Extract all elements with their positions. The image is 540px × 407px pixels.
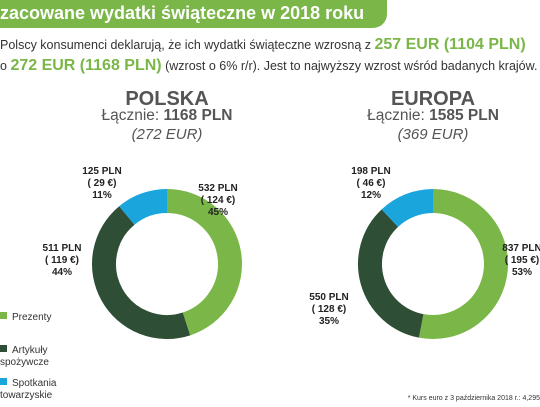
polska-slice-spotkania — [119, 189, 168, 226]
europa-artykuly-percent: 35% — [318, 316, 339, 327]
footnote: * Kurs euro z 3 października 2018 r.: 4,… — [407, 395, 540, 402]
polska-total-eur: (272 EUR) — [131, 126, 203, 143]
europa-donut — [358, 189, 508, 339]
europa-title: EUROPA — [390, 88, 476, 110]
europa-slice-artykuly — [358, 209, 424, 338]
europa-spotkania-eur: ( 46 €) — [356, 178, 386, 189]
polska-label-artykuly: 511 PLN ( 119 €) 44% — [32, 243, 92, 279]
europa-artykuly-pln: 550 PLN — [309, 292, 349, 303]
europa-label-prezenty: 837 PLN ( 195 €) 53% — [492, 243, 540, 279]
europa-slice-spotkania — [381, 189, 434, 228]
title-bar: zacowane wydatki świąteczne w 2018 roku — [0, 0, 387, 28]
europa-total: Łącznie: 1585 PLN — [333, 107, 533, 125]
intro-line-2-highlight: 272 EUR (1168 PLN) — [10, 57, 162, 74]
legend-swatch-artykuly — [0, 345, 7, 352]
polska-prezenty-percent: 45% — [207, 207, 228, 218]
polska-slice-prezenty — [166, 189, 242, 336]
polska-artykuly-eur: ( 119 €) — [45, 255, 79, 266]
polska-prezenty-eur: ( 124 €) — [200, 195, 236, 206]
europa-artykuly-eur: ( 128 €) — [311, 304, 347, 315]
polska-total-label: Łącznie: — [101, 107, 160, 124]
intro-line-1-highlight: 257 EUR (1104 PLN) — [374, 36, 526, 53]
polska-spotkania-percent: 11% — [92, 190, 112, 201]
polska-label-spotkania: 125 PLN ( 29 €) 11% — [72, 166, 132, 202]
europa-prezenty-pln: 837 PLN — [502, 243, 540, 254]
polska-spotkania-pln: 125 PLN — [82, 166, 122, 177]
europa-label-spotkania: 198 PLN ( 46 €) 12% — [341, 166, 401, 202]
intro-line-1: Polscy konsumenci deklarują, że ich wyda… — [0, 36, 526, 54]
europa-total-value: 1585 PLN — [429, 107, 499, 124]
page-title: zacowane wydatki świąteczne w 2018 roku — [0, 3, 365, 23]
polska-prezenty-pln: 532 PLN — [198, 183, 238, 194]
legend-item-spotkania: Spotkania towarzyskie — [0, 378, 78, 402]
europa-prezenty-eur: ( 195 €) — [504, 255, 540, 266]
europa-slice-prezenty — [418, 189, 508, 339]
legend-item-prezenty: Prezenty — [0, 312, 51, 324]
legend-label-prezenty: Prezenty — [12, 312, 52, 323]
legend-label-spotkania: Spotkania towarzyskie — [0, 378, 57, 401]
intro-line-2-prefix: o — [0, 59, 7, 73]
europa-prezenty-percent: 53% — [511, 267, 532, 278]
europa-spotkania-percent: 12% — [360, 190, 381, 201]
europa-total-eur: (369 EUR) — [397, 126, 469, 143]
intro-line-1-text: Polscy konsumenci deklarują, że ich wyda… — [0, 38, 371, 52]
polska-total: Łącznie: 1168 PLN — [67, 107, 267, 125]
polska-slice-artykuly — [92, 206, 191, 339]
polska-spotkania-eur: ( 29 €) — [87, 178, 117, 189]
intro-line-2-text: (wzrost o 6% r/r). Jest to najwyższy wzr… — [165, 59, 538, 73]
legend-swatch-spotkania — [0, 378, 7, 385]
europa-spotkania-pln: 198 PLN — [351, 166, 391, 177]
polska-total-value: 1168 PLN — [163, 107, 233, 124]
intro-line-2: o 272 EUR (1168 PLN) (wzrost o 6% r/r). … — [0, 57, 537, 75]
legend-label-artykuly: Artykuły spożywcze — [0, 345, 49, 368]
legend-item-artykuly: Artykuły spożywcze — [0, 345, 72, 369]
legend-swatch-prezenty — [0, 312, 7, 319]
europa-label-artykuly: 550 PLN ( 128 €) 35% — [299, 292, 359, 328]
polska-donut — [92, 189, 242, 339]
europa-total-label: Łącznie: — [367, 107, 425, 124]
polska-artykuly-pln: 511 PLN — [42, 243, 82, 254]
polska-title: POLSKA — [125, 88, 209, 110]
polska-artykuly-percent: 44% — [51, 267, 72, 278]
polska-label-prezenty: 532 PLN ( 124 €) 45% — [188, 183, 248, 219]
